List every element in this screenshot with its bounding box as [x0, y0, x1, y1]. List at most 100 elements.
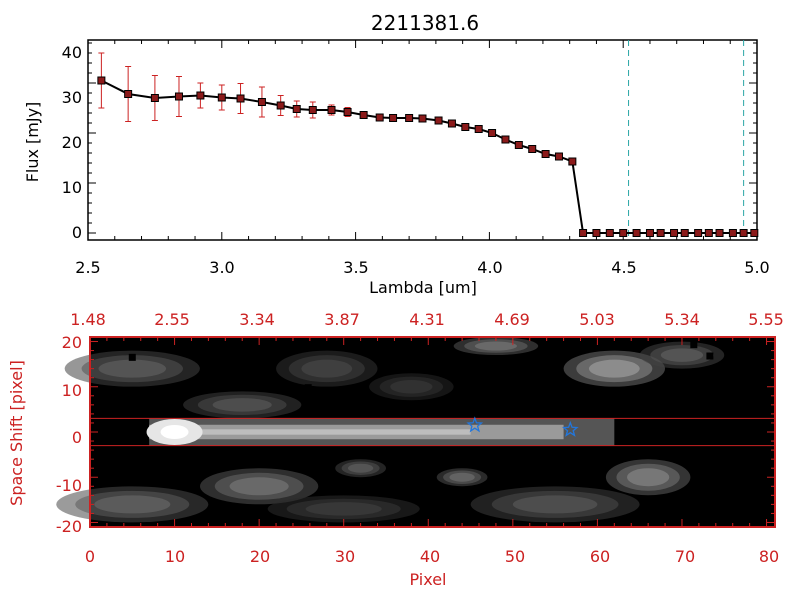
spectrum-y-axis-label: Flux [mJy]	[23, 102, 42, 183]
x-tick-label: 4.0	[477, 258, 502, 277]
data-point	[645, 229, 654, 237]
x-tick-label: 60	[590, 547, 610, 566]
bad-pixel	[128, 353, 136, 361]
data-point	[632, 229, 641, 237]
background-structure	[229, 477, 289, 496]
data-point	[739, 229, 748, 237]
data-point	[343, 108, 352, 116]
spectrum-frame	[87, 39, 758, 241]
bad-pixel	[316, 400, 324, 408]
x-tick-label: 3.5	[343, 258, 368, 277]
data-point	[488, 129, 497, 137]
data-point	[474, 125, 483, 133]
data-point	[434, 116, 443, 125]
y-tick-label: 40	[62, 43, 82, 62]
y-tick-label: 10	[62, 178, 82, 197]
background-structure	[449, 472, 475, 482]
wavelength-label: 5.03	[579, 310, 615, 329]
data-point	[728, 229, 737, 237]
data-point	[276, 101, 285, 110]
y-tick-label: 20	[62, 133, 82, 152]
bad-pixel	[723, 362, 731, 370]
spectrum-image-area	[56, 336, 776, 528]
data-point	[327, 106, 336, 114]
background-structure	[627, 468, 670, 487]
image-x-axis-label: Pixel	[409, 570, 446, 589]
data-point	[461, 123, 470, 131]
spectrum-plot-area	[87, 39, 759, 241]
x-tick-label: 3.0	[209, 258, 234, 277]
wavelength-label: 2.55	[154, 310, 190, 329]
x-tick-label: 50	[505, 547, 525, 566]
y-tick-label: 10	[62, 381, 82, 400]
image-panel: 1.48 2.55 3.34 3.87 4.31 4.69 5.03 5.34 …	[7, 310, 784, 589]
wavelength-top-labels: 1.48 2.55 3.34 3.87 4.31 4.69 5.03 5.34 …	[70, 310, 784, 329]
bad-pixel	[690, 341, 698, 349]
data-point	[579, 229, 588, 237]
data-point	[528, 145, 537, 153]
spectral-trace-peak	[149, 429, 471, 435]
data-point	[592, 229, 601, 237]
spectrum-x-axis-label: Lambda [um]	[369, 278, 477, 297]
y-tick-label: -10	[56, 476, 82, 495]
data-point	[656, 229, 665, 237]
data-point	[750, 229, 759, 237]
data-point	[196, 91, 205, 100]
background-structure	[474, 341, 518, 351]
image-y-ticks: 20 10 0 -10 -20	[56, 333, 82, 536]
spectrum-title: 2211381.6	[371, 11, 479, 35]
wavelength-label: 5.34	[664, 310, 700, 329]
star-marker-icon	[562, 420, 579, 437]
data-point	[694, 229, 703, 237]
bad-pixel	[706, 352, 714, 360]
data-point	[447, 119, 456, 128]
background-structure	[212, 398, 272, 412]
data-point	[150, 94, 159, 102]
wavelength-label: 3.34	[239, 310, 275, 329]
data-point	[680, 229, 689, 237]
x-tick-label: 40	[420, 547, 440, 566]
data-point	[715, 229, 724, 237]
data-point	[292, 105, 301, 113]
background-structure	[94, 495, 171, 514]
wavelength-label: 1.48	[70, 310, 106, 329]
image-y-axis-label: Space Shift [pixel]	[7, 360, 26, 506]
data-point	[670, 229, 679, 237]
spectrum-y-ticks: 0 10 20 30 40	[62, 43, 82, 242]
data-point	[375, 113, 384, 122]
x-tick-label: 30	[335, 547, 355, 566]
data-point	[359, 111, 368, 119]
background-structure	[98, 359, 167, 378]
spectrum-panel: 2211381.6 2.5 3.0 3.5 4.0 4.5 5.0 0 10 2…	[23, 11, 770, 297]
y-tick-label: 20	[62, 333, 82, 352]
data-point	[389, 114, 398, 122]
data-point	[174, 92, 183, 101]
x-tick-label: 5.0	[744, 258, 769, 277]
y-tick-label: 0	[72, 428, 82, 447]
data-point	[541, 150, 550, 158]
wavelength-label: 4.69	[494, 310, 530, 329]
data-point	[217, 93, 226, 102]
data-point	[554, 152, 563, 161]
data-point	[501, 135, 510, 144]
y-tick-label: 30	[62, 88, 82, 107]
background-structure	[588, 359, 640, 378]
background-structure	[301, 359, 353, 378]
x-tick-label: 80	[759, 547, 779, 566]
data-point	[418, 114, 427, 123]
flux-series-line	[100, 79, 755, 234]
data-point	[704, 229, 713, 237]
x-tick-label: 70	[675, 547, 695, 566]
image-x-ticks: 0 10 20 30 40 50 60 70 80	[85, 547, 779, 566]
background-structure	[660, 348, 704, 362]
background-structure	[305, 502, 382, 516]
data-point	[124, 90, 133, 98]
x-tick-label: 20	[250, 547, 270, 566]
star-marker-icon	[466, 416, 484, 433]
data-point	[619, 229, 628, 237]
wavelength-label: 5.55	[748, 310, 784, 329]
data-point	[605, 229, 614, 237]
x-tick-label: 10	[165, 547, 185, 566]
trace-bright-spot	[160, 425, 189, 439]
